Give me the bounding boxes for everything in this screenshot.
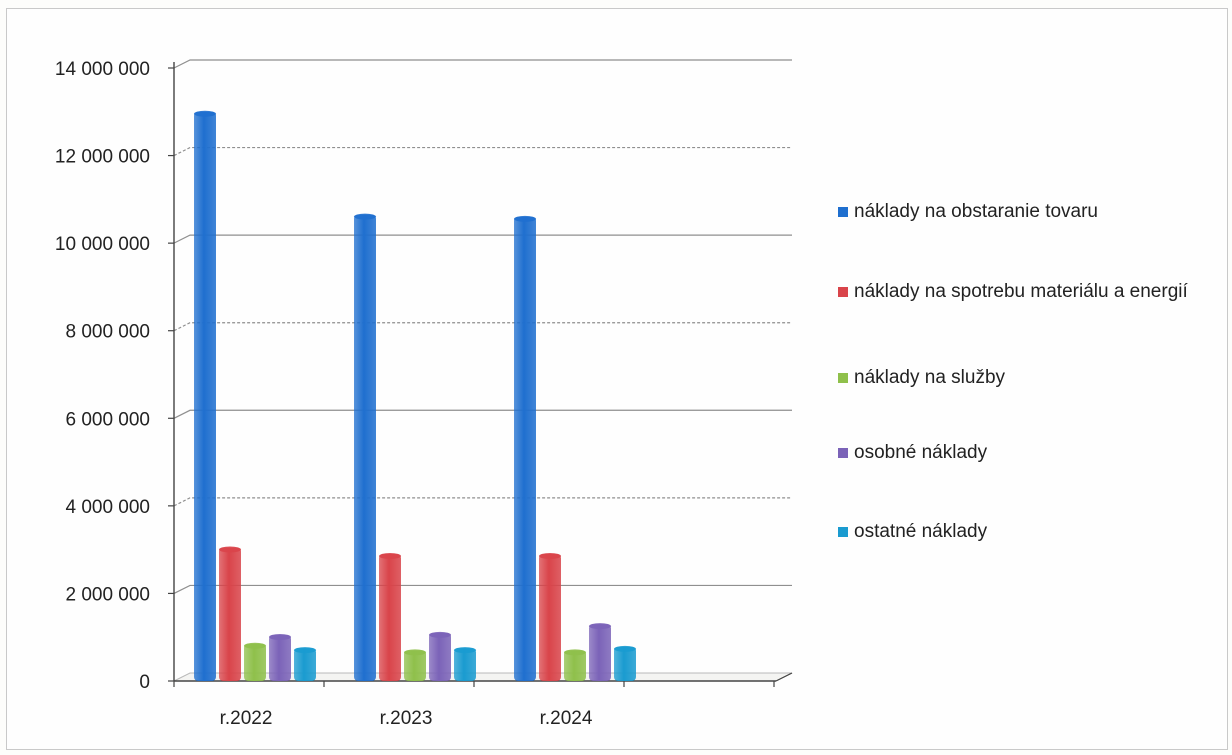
- bar-cap: [194, 110, 216, 117]
- bar-cap: [269, 634, 291, 641]
- legend-item-other: ostatné náklady: [838, 518, 1214, 546]
- legend-label-materials-energy: náklady na spotrebu materiálu a energií: [854, 281, 1188, 302]
- bar-náklady-na-spotrebu-materiálu-a-energií-r.2023: [379, 554, 401, 681]
- gridline: [173, 59, 792, 69]
- bar-cap: [404, 649, 426, 656]
- bar-ostatné-náklady-r.2022: [294, 648, 316, 681]
- bar-cap: [589, 623, 611, 630]
- bar-osobné-náklady-r.2024: [589, 624, 611, 681]
- y-tick-label: 14 000 000: [55, 59, 150, 80]
- legend-label-services: náklady na služby: [854, 367, 1006, 388]
- legend-label-personnel: osobné náklady: [854, 442, 988, 463]
- legend-item-services: náklady na služby: [838, 364, 1214, 392]
- bar-osobné-náklady-r.2023: [429, 632, 451, 681]
- legend-swatch-goods-cost: [838, 207, 848, 217]
- x-axis-depth: [775, 672, 793, 682]
- y-tick-label: 10 000 000: [55, 234, 150, 255]
- bar-náklady-na-služby-r.2022: [244, 643, 266, 681]
- gridline: [173, 584, 792, 594]
- legend-swatch-other: [838, 527, 848, 537]
- bar-náklady-na-spotrebu-materiálu-a-energií-r.2024: [539, 554, 561, 681]
- x-category-label: r.2023: [380, 708, 433, 729]
- bar-cap: [244, 642, 266, 649]
- bar-cap: [514, 215, 536, 222]
- bar-náklady-na-obstaranie-tovaru-r.2024: [514, 216, 536, 681]
- y-tick-label: 0: [139, 672, 150, 693]
- bar-náklady-na-obstaranie-tovaru-r.2022: [194, 111, 216, 682]
- bar-ostatné-náklady-r.2023: [454, 648, 476, 681]
- legend-item-goods-cost: náklady na obstaranie tovaru: [838, 198, 1214, 226]
- bar-náklady-na-spotrebu-materiálu-a-energií-r.2022: [219, 547, 241, 681]
- y-tick-label: 12 000 000: [55, 147, 150, 168]
- gridline: [173, 409, 792, 419]
- bar-cap: [354, 213, 376, 220]
- legend-swatch-services: [838, 373, 848, 383]
- gridline: [173, 497, 792, 507]
- bar-cap: [614, 645, 636, 652]
- legend-item-personnel: osobné náklady: [838, 439, 1214, 467]
- gridline: [173, 322, 792, 332]
- legend-swatch-personnel: [838, 448, 848, 458]
- y-tick-label: 8 000 000: [65, 322, 150, 343]
- bar-cap: [564, 649, 586, 656]
- legend-label-other: ostatné náklady: [854, 521, 988, 542]
- y-tick-label: 4 000 000: [65, 497, 150, 518]
- gridline: [173, 234, 792, 244]
- bar-cap: [294, 647, 316, 654]
- bar-náklady-na-služby-r.2023: [404, 650, 426, 681]
- x-category-label: r.2024: [540, 708, 593, 729]
- y-tick-label: 2 000 000: [65, 584, 150, 605]
- bar-cap: [539, 553, 561, 560]
- bar-náklady-na-služby-r.2024: [564, 650, 586, 681]
- legend-label-goods-cost: náklady na obstaranie tovaru: [854, 201, 1098, 222]
- bar-náklady-na-obstaranie-tovaru-r.2023: [354, 214, 376, 682]
- legend-item-materials-energy: náklady na spotrebu materiálu a energií: [838, 278, 1214, 306]
- chart-floor: [173, 672, 793, 682]
- bar-ostatné-náklady-r.2024: [614, 646, 636, 681]
- legend-swatch-materials-energy: [838, 287, 848, 297]
- bar-cap: [219, 546, 241, 553]
- y-tick-label: 6 000 000: [65, 409, 150, 430]
- bar-cap: [429, 631, 451, 638]
- bar-osobné-náklady-r.2022: [269, 635, 291, 681]
- bar-cap: [379, 553, 401, 560]
- bar-cap: [454, 647, 476, 654]
- x-category-label: r.2022: [220, 708, 273, 729]
- gridline: [173, 146, 792, 157]
